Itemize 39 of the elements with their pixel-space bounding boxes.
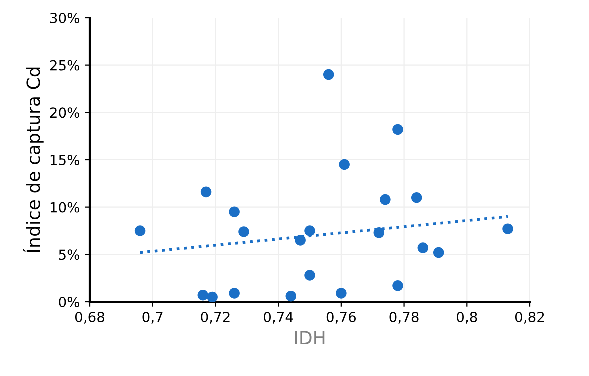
x-tick-label: 0,8: [457, 312, 478, 324]
point: [380, 194, 391, 206]
y-tick-label: 0%: [59, 296, 80, 308]
point: [323, 69, 334, 80]
y-tick-label: 30%: [50, 12, 80, 24]
point: [229, 288, 240, 299]
x-tick-label: 0,76: [326, 312, 356, 324]
point: [304, 226, 316, 236]
point: [304, 270, 316, 281]
point: [198, 290, 209, 301]
point: [238, 226, 250, 238]
point: [295, 235, 306, 246]
point: [134, 226, 146, 236]
x-axis-title: IDH: [295, 331, 325, 344]
y-tick-label: 10%: [50, 202, 80, 213]
y-tick-label: 15%: [50, 154, 80, 166]
point: [392, 280, 404, 292]
point: [374, 228, 385, 238]
x-tick-label: 0,7: [142, 312, 163, 324]
point: [207, 292, 218, 302]
x-tick-label: 0,78: [390, 312, 419, 324]
y-tick-label: 25%: [50, 60, 80, 71]
x-tick-label: 0,82: [515, 312, 544, 324]
point: [200, 186, 212, 198]
y-axis-title: Índice de captura Cd: [23, 68, 44, 252]
point: [229, 206, 240, 218]
x-tick-label: 0,72: [201, 312, 230, 324]
point: [339, 159, 350, 170]
point: [411, 192, 422, 204]
y-tick-label: 20%: [50, 108, 80, 118]
point: [286, 290, 297, 302]
point: [392, 124, 404, 136]
y-tick-label: 5%: [59, 250, 80, 260]
x-tick-label: 0,68: [75, 312, 105, 324]
point: [502, 224, 514, 234]
point: [418, 242, 429, 254]
x-tick-label: 0,74: [264, 312, 294, 324]
point: [433, 247, 444, 258]
point: [336, 288, 347, 299]
